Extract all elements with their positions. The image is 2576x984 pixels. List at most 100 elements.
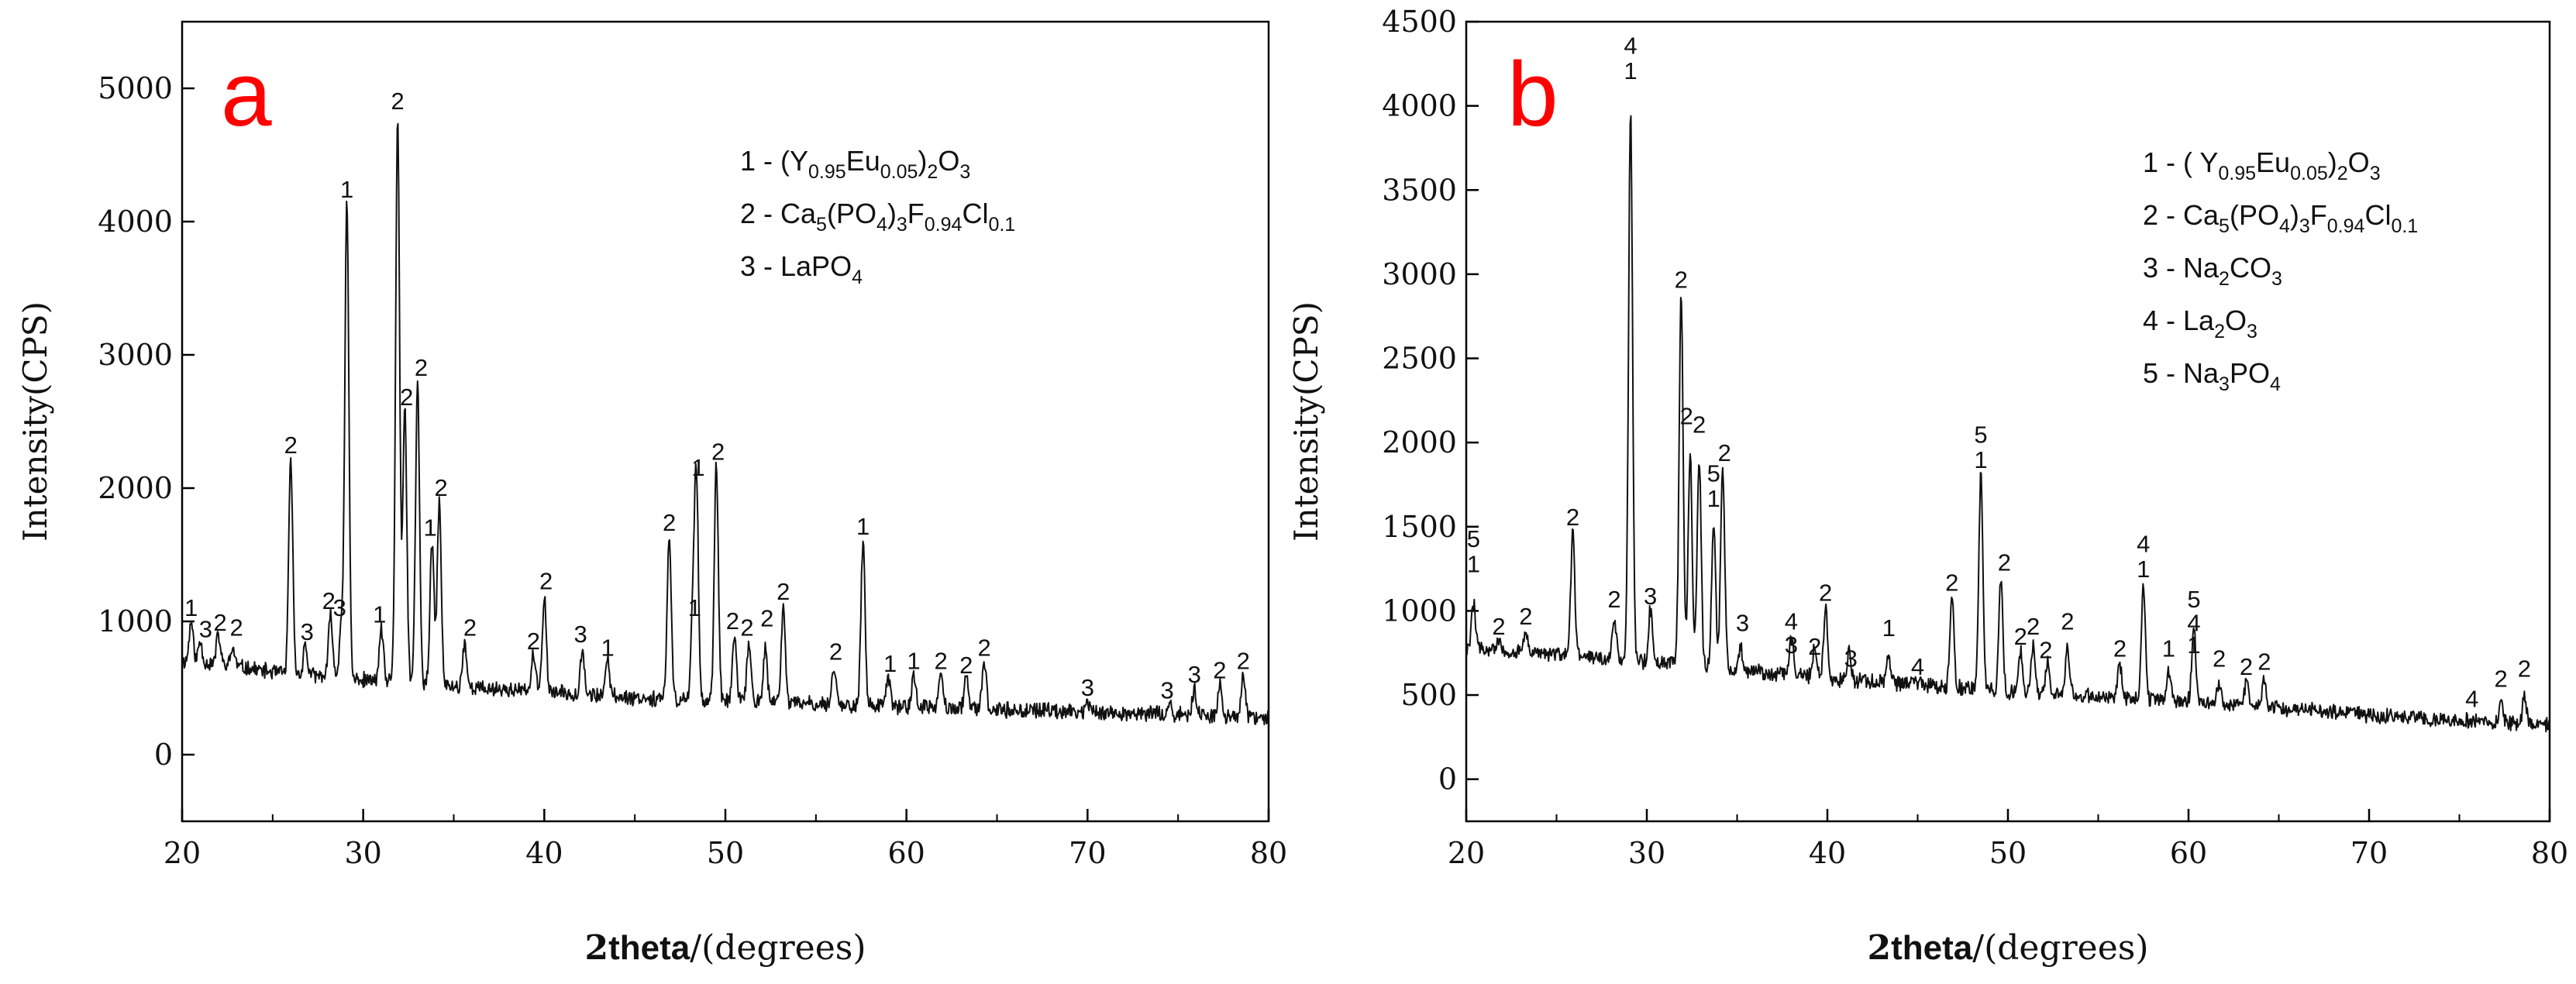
peak-label: 1: [184, 594, 198, 621]
x-tick-label: 30: [1628, 836, 1665, 870]
peak-label: 4: [2137, 531, 2150, 558]
peak-label: 2: [1718, 439, 1731, 466]
x-tick-label: 30: [344, 836, 381, 870]
peak-label: 3: [1188, 661, 1201, 688]
peak-label: 2: [777, 578, 790, 605]
x-tick-label: 40: [525, 836, 563, 870]
legend-entry: 2 - Ca5(PO4)3F0.94Cl0.1: [740, 198, 1015, 236]
peak-label: 2: [415, 354, 428, 381]
peak-label: 1: [1974, 446, 1987, 473]
y-axis-label: Intensity(CPS): [1287, 301, 1325, 542]
x-tick-label: 50: [707, 836, 744, 870]
y-tick-label: 3000: [98, 338, 173, 372]
y-tick-label: 2000: [1382, 425, 1457, 459]
x-tick-label: 70: [1069, 836, 1106, 870]
y-tick-label: 3500: [1382, 173, 1457, 207]
y-tick-label: 500: [1400, 678, 1457, 712]
y-tick-label: 4000: [1382, 89, 1457, 123]
peak-label: 2: [663, 509, 676, 536]
peak-label: 5: [1974, 421, 1987, 448]
y-tick-label: 4000: [98, 205, 173, 239]
peak-label: 2: [2039, 636, 2052, 663]
peak-label: 4: [1911, 653, 1924, 680]
y-tick-label: 5000: [98, 71, 173, 105]
y-tick-label: 3000: [1382, 257, 1457, 291]
peak-label: 2: [1680, 402, 1693, 429]
x-tick-label: 70: [2350, 836, 2388, 870]
peak-label: 2: [829, 638, 842, 666]
peak-label: 2: [978, 634, 991, 661]
peak-label: 2: [2518, 655, 2531, 682]
peak-label: 5: [2187, 586, 2200, 613]
peak-label: 2: [959, 652, 973, 679]
legend-entry: 1 - ( Y0.95Eu0.05)2O3: [2143, 146, 2381, 184]
legend-entry: 1 - (Y0.95Eu0.05)2O3: [740, 145, 970, 183]
peak-label: 2: [2014, 623, 2027, 650]
panel-b: 20 30 40 50 60 70 8005001000150020002500300035…: [1287, 5, 2568, 968]
x-tick-label: 60: [2170, 836, 2207, 870]
peak-label: 1: [2162, 635, 2175, 662]
peak-label: 2: [1998, 549, 2011, 576]
peak-label: 1: [601, 634, 614, 661]
peak-label: 2: [2257, 649, 2271, 676]
peak-label: 2: [726, 607, 739, 635]
peak-label: 2: [400, 384, 413, 411]
x-tick-label: 60: [887, 836, 925, 870]
peak-label: 2: [760, 605, 773, 632]
peak-label: 2: [1492, 613, 1505, 640]
peak-label: 1: [907, 648, 920, 675]
x-tick-label: 80: [2531, 836, 2568, 870]
y-tick-label: 1000: [1382, 593, 1457, 628]
peak-label: 3: [1736, 610, 1749, 637]
y-tick-label: 0: [1438, 762, 1457, 796]
peak-label: 1: [340, 176, 353, 203]
peak-label: 1: [688, 594, 701, 621]
peak-label: 5: [1467, 525, 1480, 552]
peak-label: 4: [2187, 610, 2200, 637]
legend-entry: 2 - Ca5(PO4)3F0.94Cl0.1: [2143, 199, 2418, 237]
x-axis-label: 2theta/(degrees): [585, 928, 866, 968]
x-tick-label: 40: [1809, 836, 1846, 870]
peak-label: 1: [1707, 485, 1720, 512]
peak-label: 4: [1624, 32, 1637, 59]
peak-label: 2: [284, 432, 298, 459]
peak-label: 2: [2494, 665, 2507, 692]
peak-label: 3: [573, 621, 587, 648]
y-axis-label: Intensity(CPS): [16, 301, 54, 542]
panel-letter: b: [1507, 43, 1558, 146]
peak-label: 2: [2027, 613, 2040, 640]
legend-entry: 3 - LaPO4: [740, 250, 863, 288]
y-tick-label: 0: [154, 738, 173, 772]
peak-label: 2: [934, 648, 947, 675]
peak-label: 3: [1785, 631, 1798, 659]
peak-label: 2: [322, 587, 336, 614]
xrd-pattern-line: [181, 122, 1269, 725]
y-tick-label: 2000: [98, 471, 173, 505]
peak-label: 2: [2240, 653, 2253, 680]
peak-label: 2: [1566, 504, 1579, 531]
x-tick-label: 50: [1989, 836, 2027, 870]
panel-letter: a: [221, 43, 272, 146]
legend-entry: 5 - Na3PO4: [2143, 357, 2281, 395]
x-tick-label: 80: [1250, 836, 1287, 870]
peak-label: 2: [1213, 657, 1226, 684]
peak-label: 3: [1081, 674, 1094, 701]
peak-label: 1: [856, 513, 870, 540]
legend-entry: 3 - Na2CO3: [2143, 252, 2282, 290]
peak-label: 1: [1624, 57, 1637, 84]
peak-label: 4: [1785, 607, 1798, 635]
y-tick-label: 4500: [1382, 5, 1457, 39]
y-tick-label: 1000: [98, 604, 173, 638]
peak-label: 1: [883, 650, 897, 677]
peak-label: 2: [463, 614, 477, 642]
peak-label: 1: [423, 514, 436, 542]
peak-label: 2: [1693, 411, 1706, 438]
peak-label: 2: [2213, 645, 2226, 672]
peak-label: 3: [333, 594, 346, 621]
y-tick-label: 1500: [1382, 510, 1457, 544]
peak-label: 2: [213, 609, 226, 636]
peak-label: 1: [373, 600, 386, 628]
peak-label: 2: [539, 567, 553, 594]
x-tick-label: 20: [164, 836, 201, 870]
